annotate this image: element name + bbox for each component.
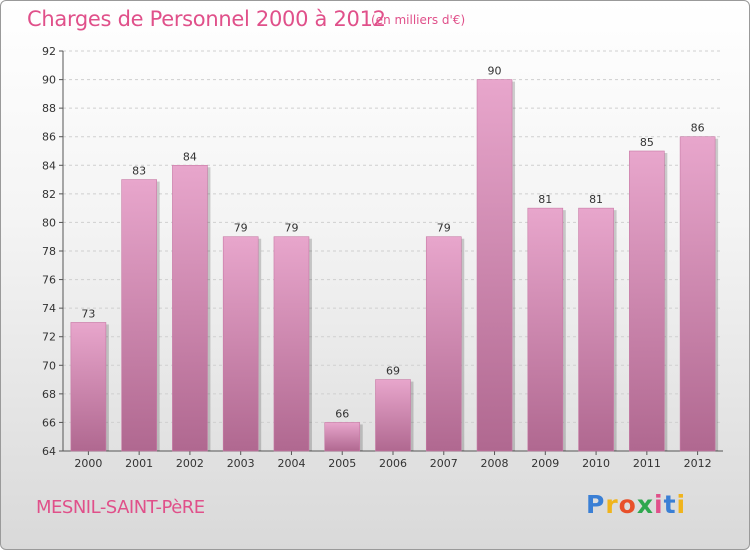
x-tick-label: 2003 [227, 457, 255, 470]
x-tick-label: 2012 [684, 457, 712, 470]
chart-subtitle: (en milliers d'€) [371, 13, 466, 27]
bar-2009 [527, 207, 564, 452]
bar-2005 [324, 422, 361, 452]
label-layer: 2000 73 2001 83 2002 84 2003 79 2004 79 2005 66 2006… [74, 65, 711, 470]
x-tick-label: 2009 [531, 457, 559, 470]
data-label: 81 [589, 193, 603, 206]
x-tick-label: 2011 [633, 457, 661, 470]
bar-2004 [273, 236, 310, 452]
bar-2006 [375, 379, 411, 452]
proxiti-logo[interactable]: Proxiti [586, 490, 686, 519]
x-tick-label: 2000 [74, 457, 102, 470]
y-tick-label: 80 [42, 216, 56, 229]
x-tick-label: 2007 [430, 457, 458, 470]
bar-2010 [578, 207, 614, 452]
logo-letter: P [586, 490, 606, 519]
y-tick-label: 76 [42, 274, 56, 287]
y-tick-label: 84 [42, 159, 56, 172]
data-label: 85 [640, 136, 654, 149]
y-tick-label: 82 [42, 188, 56, 201]
y-tick-label: 74 [42, 302, 56, 315]
data-label: 86 [691, 122, 705, 135]
logo-letter: i [654, 490, 664, 519]
bar-2001 [121, 179, 157, 452]
data-label: 69 [386, 365, 400, 378]
data-label: 81 [538, 193, 552, 206]
x-tick-label: 2005 [328, 457, 356, 470]
data-label: 79 [284, 222, 298, 235]
bar-2011 [629, 150, 665, 452]
bar-2002 [172, 164, 208, 452]
x-tick-label: 2001 [125, 457, 153, 470]
logo-letter: t [663, 490, 677, 519]
y-tick-label: 66 [42, 416, 56, 429]
logo-letter: r [605, 490, 619, 519]
bar-2012 [679, 136, 716, 452]
logo-letter: i [676, 490, 687, 519]
x-tick-label: 2008 [481, 457, 509, 470]
y-tick-label: 90 [42, 74, 56, 87]
bar-2008 [476, 79, 513, 452]
y-tick-label: 72 [42, 331, 56, 344]
x-tick-label: 2004 [277, 457, 305, 470]
commune-name: MESNIL-SAINT-PèRE [36, 497, 205, 518]
data-label: 84 [183, 150, 197, 163]
x-tick-label: 2006 [379, 457, 407, 470]
x-tick-label: 2010 [582, 457, 610, 470]
logo-letter: x [636, 490, 654, 519]
logo-letter: o [618, 490, 637, 519]
chart-title: Charges de Personnel 2000 à 2012 [27, 7, 386, 31]
x-tick-label: 2002 [176, 457, 204, 470]
y-tick-label: 64 [42, 445, 56, 458]
data-label: 79 [234, 222, 248, 235]
data-label: 79 [437, 222, 451, 235]
y-tick-label: 92 [42, 45, 56, 58]
y-tick-label: 88 [42, 102, 56, 115]
bar-2003 [222, 236, 259, 452]
data-label: 90 [488, 65, 502, 78]
data-label: 83 [132, 165, 146, 178]
bar-layer [70, 79, 719, 452]
data-label: 66 [335, 407, 349, 420]
bar-2007 [425, 236, 462, 452]
y-tick-label: 68 [42, 388, 56, 401]
y-tick-label: 70 [42, 359, 56, 372]
data-label: 73 [81, 307, 95, 320]
bar-2000 [70, 322, 107, 452]
y-tick-label: 86 [42, 131, 56, 144]
y-tick-label: 78 [42, 245, 56, 258]
